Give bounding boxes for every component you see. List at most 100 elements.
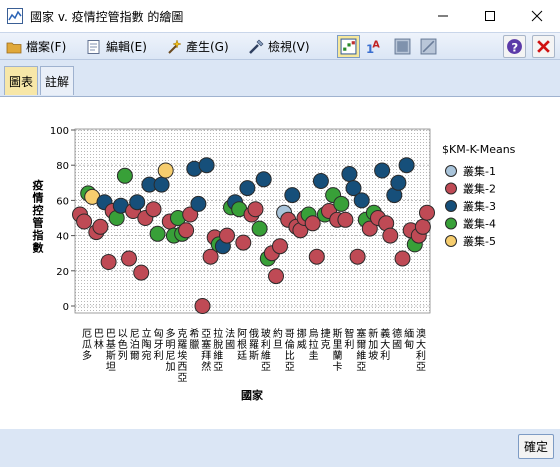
- tab-notes[interactable]: 註解: [40, 66, 74, 95]
- data-point[interactable]: [390, 174, 407, 191]
- data-point[interactable]: [129, 194, 146, 211]
- x-tick-label: 烏拉圭: [309, 327, 319, 362]
- data-point[interactable]: [247, 201, 264, 218]
- toggle-scatter-button[interactable]: [337, 35, 360, 58]
- data-point[interactable]: [76, 213, 93, 230]
- region-toggle-button[interactable]: [417, 35, 440, 58]
- data-point[interactable]: [333, 195, 350, 212]
- menu-file-label: 檔案(F): [26, 40, 67, 54]
- x-tick-char: 旦: [273, 339, 283, 351]
- data-point[interactable]: [239, 180, 256, 197]
- window-close-button[interactable]: [514, 0, 560, 32]
- y-axis: 0 20 40 60 80 100: [50, 126, 75, 313]
- menu-file[interactable]: 檔案(F): [6, 36, 66, 57]
- menu-view[interactable]: 檢視(V): [248, 36, 310, 57]
- x-tick-char: 亞: [261, 362, 271, 373]
- x-tick-char: 匈: [154, 327, 164, 340]
- legend-marker: [445, 217, 457, 230]
- tab-graph[interactable]: 圖表: [4, 66, 38, 95]
- data-point[interactable]: [133, 264, 150, 281]
- toolbar-close-button[interactable]: [532, 35, 555, 58]
- minimize-button[interactable]: [420, 0, 466, 32]
- x-tick-char: 基: [106, 338, 116, 351]
- data-point[interactable]: [349, 248, 366, 265]
- data-point[interactable]: [345, 180, 362, 197]
- menu-edit[interactable]: 編輯(E): [86, 36, 147, 57]
- x-tick-char: 倫: [285, 338, 295, 351]
- title-bar[interactable]: 國家 v. 疫情控管指數 的繪圖: [0, 0, 560, 32]
- data-point[interactable]: [374, 162, 391, 179]
- x-tick-char: 甸: [404, 338, 414, 351]
- data-point[interactable]: [414, 218, 431, 235]
- data-point[interactable]: [255, 171, 272, 188]
- data-point[interactable]: [157, 162, 174, 179]
- label-toggle-button[interactable]: 1 A: [363, 35, 386, 58]
- x-tick-char: 以: [118, 329, 128, 340]
- folder-icon: [6, 42, 22, 53]
- x-tick-char: 坦: [106, 360, 116, 373]
- data-point[interactable]: [149, 225, 166, 242]
- data-point[interactable]: [268, 268, 284, 285]
- data-point[interactable]: [194, 298, 211, 314]
- data-point[interactable]: [398, 157, 415, 174]
- x-tick-char: 玻: [261, 327, 271, 340]
- data-point[interactable]: [100, 254, 117, 270]
- data-point[interactable]: [182, 206, 199, 223]
- x-tick-char: 立: [142, 327, 152, 340]
- edit-icon: [87, 39, 100, 54]
- data-point[interactable]: [116, 167, 133, 184]
- data-point[interactable]: [198, 157, 215, 174]
- y-tick-label: 20: [56, 267, 69, 278]
- data-point[interactable]: [272, 238, 288, 255]
- data-point[interactable]: [308, 248, 325, 265]
- x-tick-char: 牙: [154, 339, 164, 351]
- data-point[interactable]: [190, 195, 207, 212]
- help-button[interactable]: ?: [503, 35, 526, 58]
- x-axis: 厄瓜多巴林巴基斯坦以色列尼泊爾立陶宛匈牙利多明尼加克羅埃西亞希臘亞塞拜然拉脫維亞…: [82, 327, 426, 384]
- data-point[interactable]: [92, 218, 109, 235]
- data-point[interactable]: [219, 227, 235, 244]
- x-tick-label: 尼泊爾: [130, 328, 140, 362]
- menu-generate[interactable]: 產生(G): [166, 36, 229, 57]
- data-point[interactable]: [394, 250, 411, 267]
- data-point[interactable]: [235, 234, 252, 251]
- panel-toggle-button[interactable]: [391, 35, 414, 58]
- x-tick-label: 捷克: [321, 327, 331, 351]
- data-point[interactable]: [361, 220, 378, 237]
- data-point[interactable]: [304, 215, 321, 232]
- x-tick-label: 匈牙利: [154, 327, 164, 362]
- ok-button[interactable]: 確定: [518, 434, 554, 459]
- data-point[interactable]: [145, 201, 162, 218]
- menu-generate-label: 產生(G): [186, 40, 229, 54]
- x-tick-label: 義大利: [380, 327, 390, 362]
- x-tick-char: 卡: [333, 360, 343, 373]
- maximize-button[interactable]: [467, 0, 513, 32]
- x-tick-char: 脫: [213, 339, 223, 351]
- data-point[interactable]: [202, 248, 219, 265]
- data-point[interactable]: [251, 220, 268, 237]
- x-tick-char: 巴: [106, 328, 116, 340]
- data-point[interactable]: [312, 173, 329, 189]
- data-point[interactable]: [178, 222, 195, 239]
- x-tick-char: 大: [380, 338, 390, 351]
- data-point[interactable]: [337, 211, 354, 228]
- red-close-icon: [537, 40, 550, 53]
- data-point[interactable]: [284, 187, 301, 204]
- x-tick-char: 拉: [309, 338, 319, 351]
- data-point[interactable]: [419, 204, 435, 221]
- x-tick-char: 挪: [297, 327, 307, 340]
- label-icon: 1 A: [366, 40, 380, 55]
- x-tick-char: 里: [333, 339, 343, 351]
- x-tick-char: 亞: [285, 362, 295, 373]
- data-point[interactable]: [153, 176, 170, 193]
- x-tick-char: 圭: [309, 349, 319, 362]
- chart-app-icon: [7, 8, 23, 24]
- data-point[interactable]: [382, 227, 399, 244]
- data-point[interactable]: [353, 192, 370, 209]
- x-tick-char: 亞: [177, 373, 187, 384]
- data-point[interactable]: [341, 166, 358, 182]
- data-point[interactable]: [121, 250, 137, 267]
- x-tick-char: 根: [237, 338, 247, 351]
